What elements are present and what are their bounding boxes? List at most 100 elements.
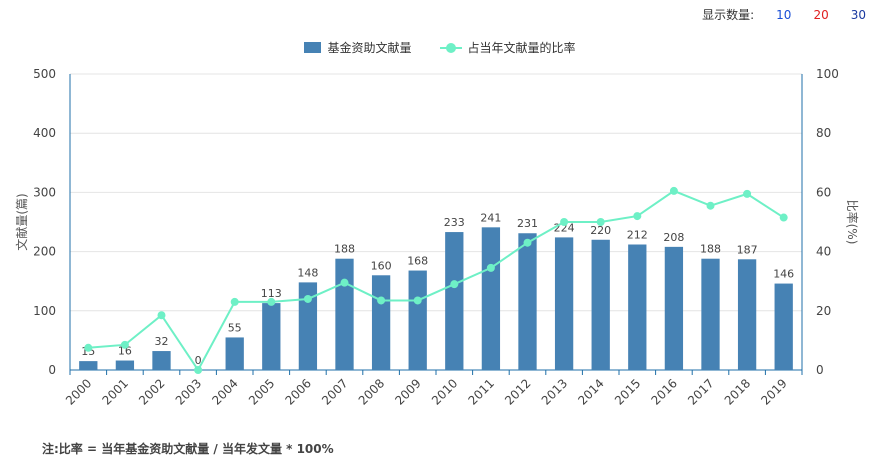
bar-value-label: 212 [627,228,648,241]
y-tick-label-right: 20 [816,304,831,318]
bar-value-label: 0 [195,354,202,367]
ratio-point [779,213,788,222]
bar-value-label: 188 [700,243,721,256]
bar [701,258,720,370]
bar [481,227,501,370]
bar-value-label: 148 [297,266,318,279]
bar [445,232,464,370]
x-tick-label: 2006 [283,376,314,407]
ratio-point [596,218,605,226]
x-tick-label: 2014 [575,376,606,407]
display-count-option-10[interactable]: 10 [776,7,792,22]
bar [737,259,757,370]
bar-value-label: 16 [118,345,132,358]
y-axis-title-right: 比率(%) [845,200,860,245]
bar-value-label: 188 [334,243,355,256]
bar [591,239,610,370]
bar [408,270,427,370]
x-tick-label: 2010 [429,376,460,407]
x-tick-label: 2004 [209,376,240,407]
x-tick-label: 2003 [173,376,204,407]
bar-value-label: 241 [480,211,501,224]
display-count-option-30[interactable]: 30 [850,7,866,22]
ratio-point [194,366,203,374]
bar [664,246,684,370]
bar [628,244,647,370]
ratio-point [669,186,678,195]
bar-value-label: 187 [737,243,758,256]
x-tick-label: 2009 [392,376,423,407]
y-tick-label-left: 400 [33,126,56,140]
y-tick-label-right: 100 [816,67,839,81]
x-tick-label: 2001 [100,376,131,407]
x-tick-label: 2002 [136,376,167,407]
bar-value-label: 208 [663,231,684,244]
legend-item-line[interactable]: 占当年文献量的比率 [439,39,576,56]
display-count-control: 显示数量: 10 20 30 [702,6,866,23]
ratio-point [267,297,276,306]
bar-value-label: 32 [155,335,169,348]
chart-legend: 基金资助文献量 占当年文献量的比率 [0,39,880,56]
bar [79,361,98,370]
ratio-point [743,189,752,198]
x-tick-label: 2013 [539,376,570,407]
x-tick-label: 2005 [246,376,277,407]
legend-line-label: 占当年文献量的比率 [467,41,576,55]
ratio-point [633,212,642,221]
bar-value-label: 55 [228,321,242,334]
x-tick-label: 2011 [466,376,497,407]
x-tick-label: 2015 [612,376,643,407]
y-tick-label-left: 300 [33,185,56,199]
y-axis-title-left: 文献量(篇) [14,193,29,250]
ratio-point [450,280,459,289]
bar [371,275,391,370]
legend-item-bar[interactable]: 基金资助文献量 [304,39,412,56]
x-tick-label: 2007 [319,376,350,407]
ratio-point [230,297,239,306]
bar [335,258,354,370]
y-tick-label-right: 80 [816,126,831,140]
x-tick-label: 2019 [758,376,789,407]
x-tick-label: 2012 [502,376,533,407]
y-tick-label-left: 500 [33,67,56,81]
ratio-point [303,294,312,303]
display-count-option-20[interactable]: 20 [813,7,829,22]
ratio-line [88,189,785,372]
ratio-point [523,238,532,247]
bar [115,360,135,370]
ratio-point [157,311,166,320]
y-tick-label-right: 40 [816,245,831,259]
legend-line-swatch [439,42,462,53]
x-tick-label: 2017 [685,376,716,407]
ratio-point [84,343,93,352]
ratio-point [340,278,349,287]
ratio-point [413,296,422,305]
legend-bar-swatch [304,42,322,53]
bar [554,237,574,370]
bar-value-label: 233 [444,216,465,229]
x-tick-label: 2018 [722,376,753,407]
bar [774,283,793,370]
x-tick-label: 2008 [356,376,387,407]
x-tick-label: 2000 [63,376,94,407]
ratio-point [120,340,129,349]
y-tick-label-right: 60 [816,185,831,199]
bar-value-label: 113 [261,287,282,300]
bar [225,337,244,370]
y-tick-label-left: 100 [33,304,56,318]
ratio-point [377,296,386,305]
bar-value-label: 146 [773,268,794,281]
y-tick-label-left: 0 [48,363,56,377]
legend-bar-label: 基金资助文献量 [327,41,412,55]
ratio-point [706,201,715,210]
ratio-point [486,263,495,272]
bar [152,351,171,370]
bar [262,303,281,370]
chart-footnote: 注:比率 = 当年基金资助文献量 / 当年发文量 * 100% [42,442,334,456]
bar-value-label: 231 [517,217,538,230]
bar-value-label: 220 [590,224,611,237]
y-tick-label-right: 0 [816,363,824,377]
bar-value-label: 168 [407,255,428,268]
y-tick-label-left: 200 [33,245,56,259]
bar [518,233,537,370]
